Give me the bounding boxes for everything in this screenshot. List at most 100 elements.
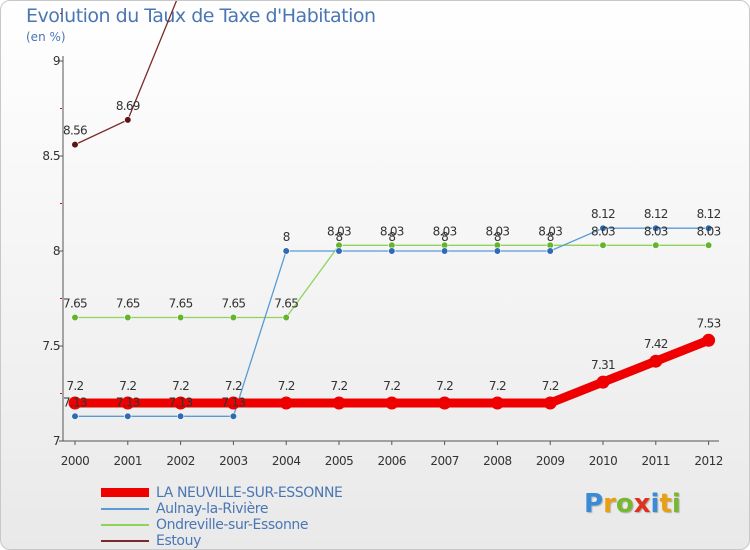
y-tick-label: 8.5 [42,149,60,163]
data-point [332,396,346,410]
data-point [596,375,610,389]
data-label: 7.2 [331,379,348,393]
data-label: 8.03 [485,224,509,238]
data-label: 7.2 [489,379,506,393]
data-label: 7.2 [119,379,136,393]
logo-letter: t [659,489,672,519]
y-tick-label: 8 [53,244,60,258]
data-label: 8 [336,230,343,244]
data-label: 7.42 [644,337,668,351]
data-label: 7.53 [697,316,721,330]
data-label: 8.12 [591,207,615,221]
data-point [490,396,504,410]
data-label: 7.13 [116,395,140,409]
data-label: 7.2 [436,379,453,393]
data-point [385,396,399,410]
data-label: 8.12 [697,207,721,221]
data-point [124,412,132,420]
data-label: 8.03 [591,224,615,238]
legend-swatch-aulnay [101,508,149,510]
data-label: 7.65 [274,297,298,311]
data-label: 7.13 [169,395,193,409]
x-tick-label: 2006 [378,454,407,468]
logo-letter: P [584,489,604,519]
series-line [74,1,178,146]
y-tick-label: 7 [53,434,60,448]
chart-subtitle: (en %) [26,30,66,44]
data-label: 8 [441,230,448,244]
data-point [71,313,79,322]
x-tick-label: 2009 [536,454,565,468]
data-point [388,247,396,255]
legend-label: Ondreville-sur-Essonne [156,517,309,533]
data-point [279,396,293,410]
x-tick-label: 2011 [642,454,671,468]
data-point [229,412,237,420]
data-label: 7.2 [278,379,295,393]
data-label: 8 [388,230,395,244]
legend-label: Estouy [156,533,201,549]
data-label: 8 [283,230,290,244]
data-label: 7.2 [172,379,189,393]
legend-swatch-ondreville [101,524,149,526]
y-tick-label: 7.5 [42,339,60,353]
data-label: 8.56 [63,124,87,138]
data-point [68,396,82,410]
data-label: 7.65 [63,297,87,311]
data-point [441,247,449,255]
x-tick-label: 2010 [589,454,618,468]
data-label: 8.03 [380,224,404,238]
x-tick-label: 2003 [219,454,248,468]
data-point [652,241,660,249]
data-point [124,313,132,322]
data-label: 8.69 [116,99,140,113]
data-point [335,247,343,255]
data-label: 8 [494,230,501,244]
x-tick-label: 2001 [114,454,143,468]
chart-title: Evolution du Taux de Taxe d'Habitation [26,5,376,27]
x-tick-label: 2000 [61,454,90,468]
data-point [177,412,185,420]
data-label: 8.03 [644,224,668,238]
logo-letter: o [615,489,634,519]
data-point [493,247,502,255]
data-point [229,313,237,322]
data-point [174,396,188,410]
data-label: 7.2 [67,379,84,393]
data-point [121,396,135,410]
x-tick-label: 2012 [694,454,723,468]
data-point [704,241,713,249]
data-label: 8.12 [644,207,668,221]
data-point [282,313,290,322]
data-point [704,224,713,232]
data-label: 7.2 [542,379,559,393]
data-point [599,224,607,232]
data-point [649,354,663,368]
data-label: 8.03 [327,224,351,238]
data-point [177,313,185,322]
logo-letter: r [603,489,616,519]
logo-letter: i [671,489,681,519]
data-point [438,396,452,410]
x-tick-label: 2004 [272,454,301,468]
data-point [543,396,557,410]
data-label: 8 [547,230,554,244]
data-point [599,241,607,249]
data-label: 7.13 [63,395,87,409]
proxiti-logo: Proxiti [584,489,681,519]
data-point [546,247,554,255]
logo-letter: x [633,489,651,519]
data-label: 7.65 [116,297,140,311]
data-point [226,396,240,410]
logo-letter: i [650,489,660,519]
legend-swatch-la-neuville [101,488,149,497]
data-label: 7.65 [221,297,245,311]
x-tick-label: 2002 [166,454,195,468]
data-point [71,412,79,420]
data-label: 8.03 [697,224,721,238]
legend-swatch-estouy [101,540,149,542]
x-tick-label: 2007 [430,454,459,468]
data-point [124,116,132,124]
